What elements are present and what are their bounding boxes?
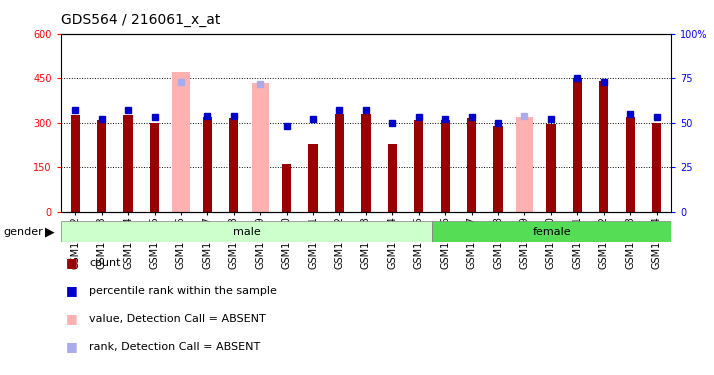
Bar: [61, 221, 432, 242]
Text: rank, Detection Call = ABSENT: rank, Detection Call = ABSENT: [89, 342, 261, 352]
Text: gender: gender: [4, 227, 44, 237]
Bar: [467, 118, 476, 212]
Bar: [546, 124, 555, 212]
Text: ▶: ▶: [45, 225, 54, 238]
Bar: [335, 114, 344, 212]
Text: GDS564 / 216061_x_at: GDS564 / 216061_x_at: [61, 13, 220, 27]
Bar: [388, 144, 397, 212]
Text: value, Detection Call = ABSENT: value, Detection Call = ABSENT: [89, 314, 266, 324]
Text: male: male: [233, 226, 261, 237]
Bar: [361, 114, 371, 212]
Bar: [203, 117, 212, 212]
Bar: [414, 120, 423, 212]
Bar: [432, 221, 671, 242]
Text: ■: ■: [66, 256, 77, 269]
Text: count: count: [89, 258, 121, 267]
Bar: [625, 117, 635, 212]
Bar: [308, 144, 318, 212]
Bar: [71, 116, 80, 212]
Text: ■: ■: [66, 284, 77, 297]
Bar: [516, 117, 533, 212]
Bar: [229, 118, 238, 212]
Bar: [172, 72, 189, 212]
Bar: [150, 123, 159, 212]
Text: ■: ■: [66, 312, 77, 325]
Bar: [652, 123, 661, 212]
Bar: [282, 164, 291, 212]
Bar: [599, 81, 608, 212]
Bar: [97, 120, 106, 212]
Text: percentile rank within the sample: percentile rank within the sample: [89, 286, 277, 296]
Text: ■: ■: [66, 340, 77, 353]
Bar: [493, 126, 503, 212]
Bar: [573, 78, 582, 212]
Bar: [124, 116, 133, 212]
Bar: [251, 83, 268, 212]
Bar: [441, 120, 450, 212]
Text: female: female: [533, 226, 571, 237]
